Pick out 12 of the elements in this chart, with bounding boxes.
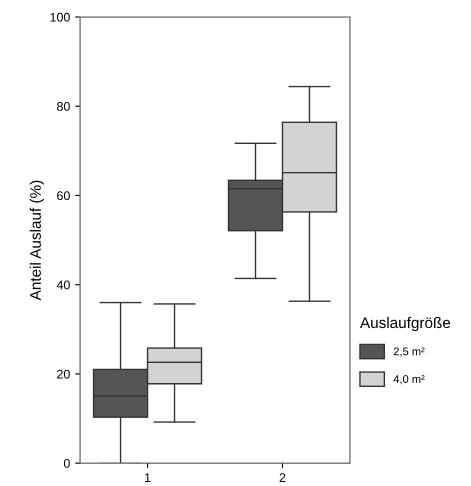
y-tick-label: 60 — [57, 191, 70, 200]
legend-label: 4,0 m² — [394, 375, 425, 384]
y-tick-label: 80 — [56, 102, 70, 111]
x-tick-label: 1 — [145, 473, 150, 482]
y-tick-label: 40 — [56, 280, 70, 290]
y-tick-label: 20 — [57, 370, 70, 379]
y-tick-label: 0 — [64, 458, 70, 468]
x-tick-label: 2 — [280, 473, 286, 482]
y-tick-label: 100 — [50, 12, 70, 22]
y-axis-title: Anteil Auslauf (%) — [30, 180, 44, 300]
legend-title: Auslaufgröße — [360, 316, 450, 332]
legend-label: 2,5 m² — [394, 347, 425, 357]
